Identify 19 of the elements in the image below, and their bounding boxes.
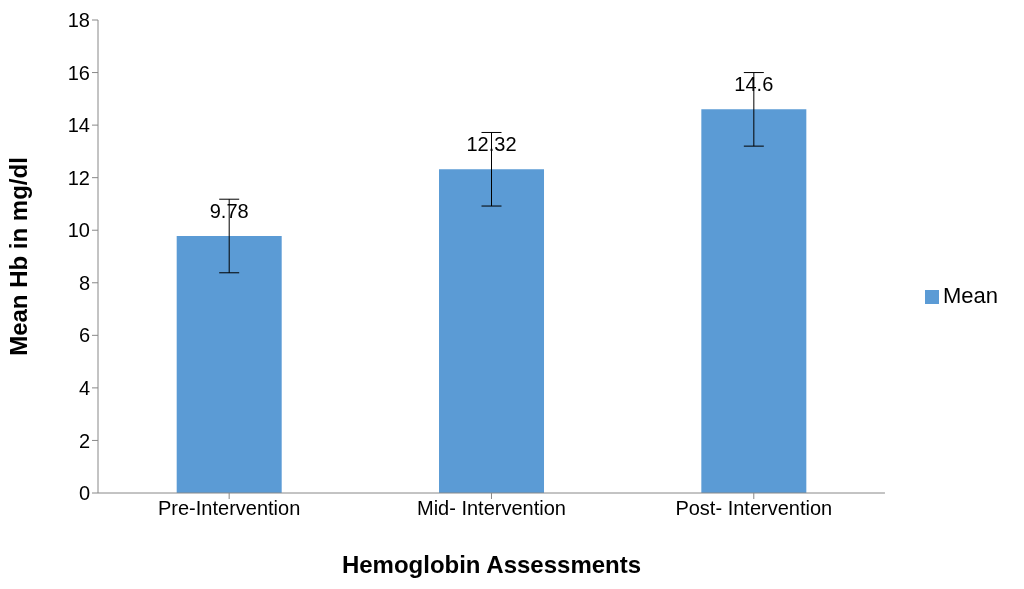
y-tick-label: 8 [78, 271, 90, 294]
y-axis-title: Mean Hb in mg/dl [4, 157, 32, 356]
x-tick-label: Mid- Intervention [416, 497, 566, 520]
y-tick-label: 0 [78, 482, 90, 505]
x-tick-label: Post- Intervention [675, 497, 833, 520]
legend-label: Mean [942, 282, 998, 308]
y-tick-label: 18 [67, 9, 90, 32]
bar [176, 236, 282, 493]
y-tick-label: 12 [67, 166, 90, 189]
bar [439, 169, 545, 493]
y-tick-label: 10 [67, 219, 90, 242]
y-tick-label: 16 [67, 61, 90, 84]
y-tick-label: 14 [67, 114, 90, 137]
x-tick-label: Pre-Intervention [158, 497, 301, 520]
y-tick-label: 6 [78, 324, 90, 347]
y-tick-label: 4 [78, 376, 90, 399]
bar [701, 109, 807, 493]
y-tick-label: 2 [78, 429, 90, 452]
x-axis-title: Hemoglobin Assessments [341, 551, 642, 578]
